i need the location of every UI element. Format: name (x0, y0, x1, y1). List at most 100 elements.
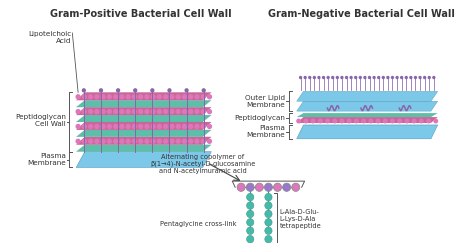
Circle shape (433, 77, 435, 79)
Circle shape (120, 124, 124, 128)
Circle shape (139, 110, 143, 114)
Polygon shape (297, 101, 438, 111)
Circle shape (326, 119, 329, 123)
Circle shape (151, 124, 155, 128)
Circle shape (151, 89, 154, 92)
Circle shape (405, 119, 409, 123)
Polygon shape (297, 91, 438, 101)
Circle shape (145, 110, 149, 114)
Circle shape (101, 95, 105, 99)
Circle shape (145, 124, 149, 128)
Circle shape (347, 119, 351, 123)
Circle shape (176, 110, 180, 114)
Polygon shape (76, 115, 211, 122)
Circle shape (318, 77, 320, 79)
Circle shape (264, 183, 273, 191)
Circle shape (195, 124, 199, 128)
Polygon shape (76, 92, 211, 100)
Polygon shape (76, 107, 211, 115)
Circle shape (145, 95, 149, 99)
Circle shape (132, 124, 137, 128)
Circle shape (246, 219, 254, 226)
Circle shape (304, 77, 306, 79)
Circle shape (273, 183, 282, 191)
Circle shape (255, 183, 264, 191)
Circle shape (76, 95, 80, 99)
Circle shape (126, 95, 130, 99)
Circle shape (76, 124, 80, 128)
Circle shape (157, 124, 161, 128)
Circle shape (168, 89, 171, 92)
Circle shape (114, 139, 118, 143)
Circle shape (237, 183, 245, 191)
Polygon shape (297, 117, 438, 123)
Circle shape (114, 124, 118, 128)
Circle shape (108, 124, 111, 128)
Circle shape (176, 95, 180, 99)
Circle shape (337, 77, 338, 79)
Polygon shape (76, 152, 211, 167)
Circle shape (265, 227, 272, 234)
Circle shape (82, 89, 85, 92)
Text: Outer Lipid
Membrane: Outer Lipid Membrane (245, 95, 285, 108)
Circle shape (176, 124, 180, 128)
Circle shape (364, 77, 366, 79)
Circle shape (434, 119, 438, 123)
Circle shape (362, 119, 365, 123)
Circle shape (246, 227, 254, 234)
Circle shape (424, 77, 426, 79)
Circle shape (195, 139, 199, 143)
Circle shape (170, 139, 174, 143)
Circle shape (120, 110, 124, 114)
Circle shape (114, 110, 118, 114)
Circle shape (139, 95, 143, 99)
Circle shape (182, 139, 186, 143)
Text: Gram-Positive Bacterial Cell Wall: Gram-Positive Bacterial Cell Wall (50, 9, 231, 19)
Circle shape (82, 124, 86, 128)
Circle shape (359, 77, 361, 79)
Circle shape (101, 139, 105, 143)
Circle shape (89, 110, 92, 114)
Circle shape (383, 119, 387, 123)
Circle shape (132, 110, 137, 114)
Circle shape (410, 77, 412, 79)
Circle shape (246, 202, 254, 209)
Circle shape (170, 95, 174, 99)
Circle shape (101, 110, 105, 114)
Circle shape (300, 77, 301, 79)
Text: Plasma
Membrane: Plasma Membrane (27, 153, 65, 166)
Circle shape (164, 110, 168, 114)
Circle shape (350, 77, 352, 79)
Circle shape (89, 95, 92, 99)
Circle shape (246, 235, 254, 243)
Circle shape (292, 183, 300, 191)
Circle shape (319, 119, 322, 123)
Circle shape (428, 77, 430, 79)
Circle shape (208, 124, 211, 128)
Circle shape (202, 89, 205, 92)
Circle shape (145, 139, 149, 143)
Circle shape (265, 210, 272, 218)
Circle shape (108, 139, 111, 143)
Circle shape (157, 139, 161, 143)
Circle shape (108, 95, 111, 99)
Polygon shape (76, 100, 211, 107)
Circle shape (100, 89, 102, 92)
Circle shape (405, 77, 407, 79)
Circle shape (265, 202, 272, 209)
Circle shape (412, 119, 416, 123)
Circle shape (419, 119, 423, 123)
Circle shape (392, 77, 393, 79)
Polygon shape (76, 130, 211, 137)
Polygon shape (76, 145, 211, 152)
Circle shape (208, 95, 211, 99)
Circle shape (373, 77, 375, 79)
Circle shape (189, 110, 192, 114)
Circle shape (139, 124, 143, 128)
Circle shape (101, 124, 105, 128)
Circle shape (195, 110, 199, 114)
Circle shape (164, 124, 168, 128)
Circle shape (378, 77, 380, 79)
Polygon shape (76, 122, 211, 130)
Circle shape (89, 139, 92, 143)
